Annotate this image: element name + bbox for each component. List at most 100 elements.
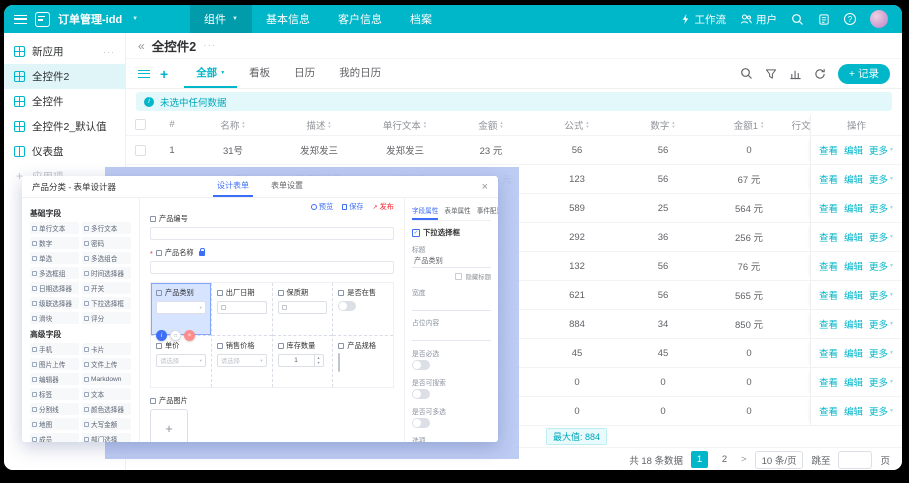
palette-field[interactable]: 多选框组 <box>30 267 79 279</box>
action-edit[interactable]: 编辑 <box>844 349 864 360</box>
canvas-field-shelf-life[interactable]: 保质期 <box>273 283 333 335</box>
sort-icon[interactable]: ▲ ▼ <box>422 120 428 129</box>
action-more[interactable]: 更多 ▼ <box>869 262 894 273</box>
canvas-field-image[interactable]: 产品图片 + <box>150 396 394 442</box>
palette-field[interactable]: 颜色选择器 <box>82 403 131 415</box>
canvas-field-unit-price[interactable]: 单价 请选择 ▼ <box>151 335 211 387</box>
action-more[interactable]: 更多 ▼ <box>869 175 894 186</box>
search-icon[interactable] <box>740 67 753 80</box>
canvas-field-code[interactable]: 产品编号 <box>150 214 394 240</box>
toggle-switch[interactable] <box>412 360 430 370</box>
sort-icon[interactable]: ▲ ▼ <box>327 120 332 129</box>
copy-icon[interactable]: □ <box>170 330 181 341</box>
checkbox[interactable] <box>455 273 463 280</box>
action-more[interactable]: 更多 ▼ <box>869 291 894 302</box>
action-more[interactable]: 更多 ▼ <box>869 378 894 389</box>
canvas-field-factory-date[interactable]: 出厂日期 <box>212 283 272 335</box>
canvas-field-sale-price[interactable]: 销售价格 请选择 ▼ <box>211 335 272 387</box>
sidebar-item[interactable]: 新应用 ··· <box>4 39 125 64</box>
palette-field[interactable]: 文本 <box>82 388 131 400</box>
sort-icon[interactable]: ▲ ▼ <box>241 120 246 129</box>
toggle-switch[interactable] <box>338 301 357 311</box>
row-checkbox[interactable] <box>134 144 146 156</box>
action-more[interactable]: 更多 ▼ <box>869 349 894 360</box>
action-more[interactable]: 更多 ▼ <box>869 233 894 244</box>
action-view[interactable]: 查看 <box>819 407 839 418</box>
palette-field[interactable]: 分割线 <box>30 403 79 415</box>
users-link[interactable]: 用户 <box>740 12 777 27</box>
action-more[interactable]: 更多 ▼ <box>869 320 894 331</box>
palette-field[interactable]: 多行文本 <box>82 222 131 234</box>
action-edit[interactable]: 编辑 <box>844 378 864 389</box>
palette-field[interactable]: 多选组合 <box>82 252 131 264</box>
app-title[interactable]: 订单管理-idd <box>58 14 123 26</box>
preview-button[interactable]: 预览 <box>310 202 333 212</box>
select-input[interactable]: 请选择 ▼ <box>156 354 206 367</box>
more-icon[interactable]: ··· <box>203 40 217 51</box>
view-tab[interactable]: 日历 <box>282 59 327 88</box>
palette-field[interactable]: 图片上传 <box>30 358 79 370</box>
view-tab[interactable]: 看板 <box>237 59 282 88</box>
upload-box[interactable]: + <box>150 409 188 442</box>
title-input[interactable] <box>412 256 491 268</box>
action-view[interactable]: 查看 <box>819 204 839 215</box>
select-all-checkbox[interactable] <box>134 119 146 130</box>
info-icon[interactable]: i <box>156 330 167 341</box>
palette-field[interactable]: 手机 <box>30 343 79 355</box>
add-record-button[interactable]: + 记录 <box>837 63 890 84</box>
close-icon[interactable]: × <box>481 180 488 193</box>
action-edit[interactable]: 编辑 <box>844 291 864 302</box>
action-more[interactable]: 更多 ▼ <box>869 204 894 215</box>
panel-tab[interactable]: 表单属性 <box>444 208 471 215</box>
topbar-menu-item[interactable]: 组件 ▼ <box>190 5 252 33</box>
palette-field[interactable]: 时间选择器 <box>82 267 131 279</box>
canvas-field-category[interactable]: 产品类别 ▼ i □ × <box>151 283 211 341</box>
sort-icon[interactable]: ▲ ▼ <box>585 120 590 129</box>
palette-field[interactable]: 地图 <box>30 418 79 430</box>
sidebar-item[interactable]: 全控件 <box>4 89 125 114</box>
step-down-icon[interactable]: ▼ <box>316 361 321 366</box>
palette-field[interactable]: 单选 <box>30 252 79 264</box>
action-edit[interactable]: 编辑 <box>844 262 864 273</box>
sidebar-item[interactable]: 全控件2 <box>4 64 125 89</box>
palette-field[interactable]: 单行文本 <box>30 222 79 234</box>
sort-icon[interactable]: ▲ ▼ <box>499 120 504 129</box>
action-view[interactable]: 查看 <box>819 320 839 331</box>
palette-field[interactable]: Markdown <box>82 373 131 385</box>
action-edit[interactable]: 编辑 <box>844 146 864 157</box>
jump-input[interactable] <box>838 450 873 469</box>
topbar-menu-item[interactable]: 基本信息 <box>252 5 324 33</box>
page-button[interactable]: 1 <box>691 451 709 468</box>
canvas-field-spec[interactable]: 产品规格 <box>333 335 393 387</box>
filter-icon[interactable] <box>765 68 777 80</box>
select-input[interactable]: ▼ <box>156 301 206 314</box>
sort-icon[interactable]: ▲ ▼ <box>760 120 765 129</box>
publish-button[interactable]: ↗ 发布 <box>372 202 394 211</box>
text-input[interactable] <box>150 261 394 274</box>
palette-field[interactable]: 成员 <box>30 433 79 442</box>
action-edit[interactable]: 编辑 <box>844 233 864 244</box>
page-button[interactable]: 2 <box>721 454 728 465</box>
chart-icon[interactable] <box>789 68 802 80</box>
action-more[interactable]: 更多 ▼ <box>869 407 894 418</box>
add-view-icon[interactable]: + <box>160 65 169 82</box>
palette-field[interactable]: 密码 <box>82 237 131 249</box>
topbar-menu-item[interactable]: 档案 <box>396 5 446 33</box>
date-input[interactable] <box>216 301 267 314</box>
action-view[interactable]: 查看 <box>819 175 839 186</box>
action-edit[interactable]: 编辑 <box>844 204 864 215</box>
palette-field[interactable]: 数字 <box>30 237 79 249</box>
action-view[interactable]: 查看 <box>819 233 839 244</box>
panel-tab[interactable]: 事件配置 <box>476 208 498 215</box>
select-input[interactable]: 请选择 ▼ <box>216 354 267 367</box>
dialog-tab[interactable]: 设计表单 <box>213 176 253 197</box>
toggle-switch[interactable] <box>412 418 430 428</box>
refresh-icon[interactable] <box>814 68 826 80</box>
more-icon[interactable]: ··· <box>103 46 115 57</box>
palette-field[interactable]: 级联选择器 <box>30 297 79 309</box>
canvas-field-name[interactable]: * 产品名称 <box>150 247 394 274</box>
action-view[interactable]: 查看 <box>819 378 839 389</box>
board-icon[interactable] <box>818 13 830 26</box>
sidebar-item[interactable]: 全控件2_默认值 <box>4 114 125 139</box>
next-page-icon[interactable]: > <box>741 454 747 465</box>
